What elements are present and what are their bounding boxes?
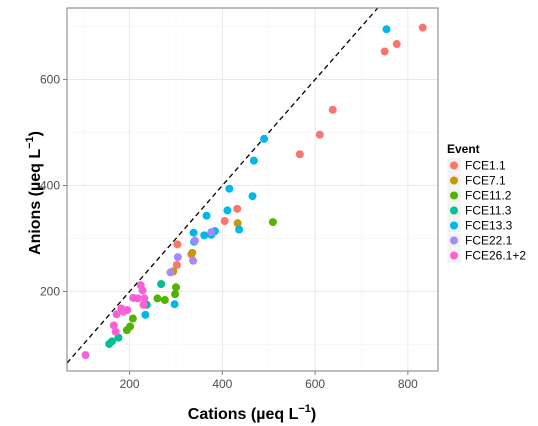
data-point xyxy=(139,300,148,309)
data-point xyxy=(111,327,120,336)
data-point xyxy=(235,225,244,234)
reference-line xyxy=(66,7,379,364)
data-point xyxy=(260,134,269,143)
x-tick-label: 800 xyxy=(398,377,418,391)
legend-entry-label: FCE11.3 xyxy=(465,204,512,218)
data-point xyxy=(418,23,427,32)
data-point xyxy=(123,306,132,315)
data-point xyxy=(220,217,229,226)
x-axis-title: Cations (µeq L−1) xyxy=(188,403,316,423)
data-point xyxy=(138,286,147,295)
data-point xyxy=(225,184,234,193)
series-FCE26.1+2 xyxy=(81,281,149,360)
data-point xyxy=(233,219,242,228)
data-point xyxy=(223,206,232,215)
legend-symbol xyxy=(450,161,458,170)
series-FCE22.1 xyxy=(166,228,216,277)
data-point xyxy=(166,268,175,277)
data-point xyxy=(268,218,277,227)
data-point xyxy=(153,294,162,303)
data-point xyxy=(233,204,242,213)
data-point xyxy=(248,192,257,201)
data-point xyxy=(105,339,114,348)
data-point xyxy=(249,156,258,165)
data-point xyxy=(380,47,389,56)
data-point xyxy=(315,130,324,139)
legend-symbol xyxy=(450,176,458,185)
legend-entry-label: FCE11.2 xyxy=(465,189,512,203)
data-point xyxy=(171,290,180,299)
data-point xyxy=(295,150,304,159)
legend-title: Event xyxy=(447,142,480,156)
data-point xyxy=(81,351,90,360)
data-point xyxy=(202,211,211,220)
data-point xyxy=(207,228,216,237)
legend-entry-label: FCE13.3 xyxy=(465,219,513,233)
legend-symbol xyxy=(450,191,458,200)
one-to-one-line xyxy=(66,7,379,364)
y-tick-label: 600 xyxy=(40,73,60,87)
x-axis-ticks: 200 400 600 800 xyxy=(120,371,418,391)
data-point xyxy=(133,294,142,303)
y-tick-label: 200 xyxy=(40,285,60,299)
data-point xyxy=(190,236,199,245)
data-point xyxy=(160,295,169,304)
data-point xyxy=(122,326,131,335)
data-point xyxy=(392,40,401,49)
legend-symbol xyxy=(450,236,458,245)
plot-panel xyxy=(67,8,438,371)
data-point xyxy=(173,253,182,262)
data-points xyxy=(66,7,439,372)
data-point xyxy=(188,248,197,257)
legend-entry-label: FCE22.1 xyxy=(465,234,513,248)
legend-entry-label: FCE7.1 xyxy=(465,174,506,188)
data-point xyxy=(200,231,209,240)
y-axis-title: Anions (µeq L−1) xyxy=(24,131,44,255)
series-FCE11.2 xyxy=(122,218,277,335)
plot-border xyxy=(66,7,439,372)
legend-symbol xyxy=(450,206,458,215)
legend-entry-label: FCE26.1+2 xyxy=(465,249,526,263)
data-point xyxy=(173,240,182,249)
legend-entry-label: FCE1.1 xyxy=(465,159,506,173)
x-tick-label: 400 xyxy=(212,377,232,391)
data-point xyxy=(141,310,150,319)
x-axis-title-exponent: −1 xyxy=(298,403,311,415)
data-point xyxy=(171,283,180,292)
data-point xyxy=(328,105,337,114)
legend: Event FCE1.1FCE7.1FCE11.2FCE11.3FCE13.3F… xyxy=(446,142,526,264)
plot-background xyxy=(67,8,438,371)
data-point xyxy=(109,321,118,330)
x-tick-label: 600 xyxy=(305,377,325,391)
data-point xyxy=(140,294,149,303)
legend-symbol xyxy=(450,251,458,260)
y-tick-label: 400 xyxy=(40,179,60,193)
x-tick-label: 200 xyxy=(120,377,140,391)
data-point xyxy=(382,25,391,34)
data-point xyxy=(170,300,179,309)
y-axis-ticks: 200 400 600 xyxy=(40,73,67,299)
data-point xyxy=(112,310,121,319)
y-axis-title-exponent: −1 xyxy=(24,136,36,149)
data-point xyxy=(189,256,198,265)
data-point xyxy=(172,261,181,270)
data-point xyxy=(128,314,137,323)
data-point xyxy=(157,280,166,289)
legend-symbol xyxy=(450,221,458,230)
data-point xyxy=(189,228,198,237)
